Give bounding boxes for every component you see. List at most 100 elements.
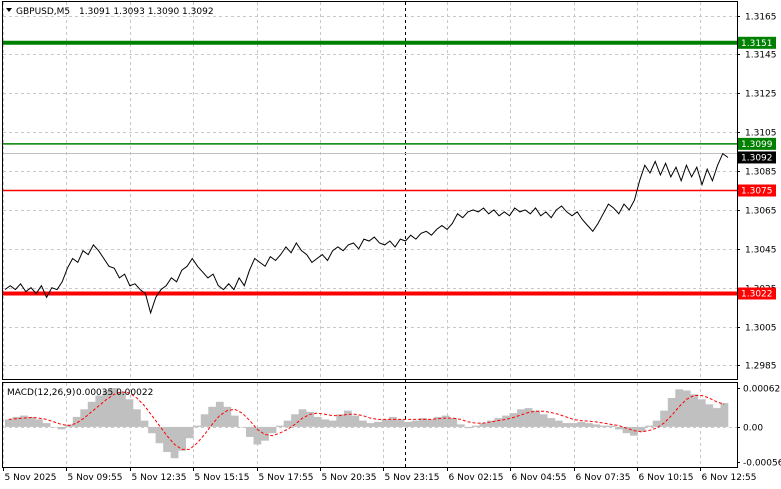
time-tick-label: 5 Nov 23:15: [385, 473, 440, 483]
time-axis: 5 Nov 2025 5 Nov 09:55 5 Nov 12:35 5 Nov 15…: [3, 467, 757, 483]
macd-signal-line: [8, 391, 725, 450]
macd-histogram-bar: [464, 426, 473, 429]
macd-histogram-bar: [148, 426, 156, 434]
current-price-tag: [738, 151, 776, 164]
macd-histogram-bar: [630, 426, 638, 436]
macd-histogram-bar: [336, 414, 345, 427]
time-tick-label: 5 Nov 2025: [5, 473, 57, 483]
macd-histogram-bar: [607, 425, 616, 427]
price-tick-label: 1.3065: [745, 207, 777, 217]
level-price-tag: [738, 184, 776, 197]
time-tick-label: 6 Nov 10:15: [639, 473, 694, 483]
macd-histogram-bar: [539, 414, 548, 427]
macd-histogram-bar: [140, 420, 149, 427]
macd-histogram-bar: [133, 409, 141, 427]
macd-histogram-bar: [359, 420, 367, 427]
price-levels: [3, 40, 737, 296]
macd-histogram-bar: [426, 419, 435, 427]
macd-histogram-bar: [554, 420, 563, 427]
macd-histogram-bar: [208, 406, 217, 427]
level-price-label: 1.3075: [741, 187, 773, 197]
macd-histogram-bar: [50, 426, 58, 428]
macd-histogram-bar: [675, 389, 684, 427]
macd-histogram-bar: [238, 426, 247, 428]
price-series: [4, 152, 729, 315]
time-tick-label: 6 Nov 04:55: [512, 473, 567, 483]
macd-histogram-bar: [283, 420, 292, 427]
macd-tick-label: 0.00: [743, 424, 763, 434]
macd-histogram-bar: [547, 418, 556, 427]
macd-histogram-bar: [404, 421, 412, 427]
level-price-tag: [738, 287, 776, 300]
macd-histogram-bar: [419, 418, 427, 427]
macd-histogram-bar: [434, 416, 443, 427]
level-price-label: 1.3022: [741, 289, 773, 299]
macd-histogram-bar: [57, 426, 66, 430]
macd-histogram-bar: [645, 425, 653, 427]
macd-tick-label: 0.00062: [743, 385, 780, 395]
macd-histogram-bar: [351, 415, 360, 427]
level-labels: 1.3151 1.3099 1.3075 1.3022 1.3092: [738, 36, 776, 300]
macd-histogram-bar: [562, 423, 571, 427]
macd-histogram-bar: [313, 416, 322, 427]
level-price-label: 1.3099: [741, 140, 773, 150]
macd-histogram-bar: [374, 421, 382, 427]
price-tick-label: 1.2985: [745, 362, 777, 372]
symbol-timeframe: GBPUSD,M5: [16, 7, 70, 17]
macd-histogram-bar: [502, 415, 510, 427]
level-price-tag: [738, 137, 776, 150]
macd-histogram-bar: [178, 426, 186, 451]
price-tick-label: 1.3005: [745, 324, 777, 334]
macd-histogram-bar: [5, 419, 13, 427]
macd-histogram-bar: [441, 415, 450, 427]
macd-histogram-bar: [449, 418, 458, 427]
level-price-tag: [738, 36, 776, 49]
macd-histogram-bar: [705, 404, 714, 427]
macd-histogram-bar: [532, 410, 540, 427]
time-tick-label: 6 Nov 07:35: [576, 473, 631, 483]
macd-histogram-bar: [261, 426, 269, 441]
macd-histogram-bar: [253, 426, 262, 445]
price-tick-label: 1.3045: [745, 246, 777, 256]
price-tick-label: 1.3105: [745, 129, 777, 139]
macd-histogram-bar: [615, 426, 623, 430]
macd-histogram-bar: [306, 411, 315, 427]
macd-histogram-bar: [268, 426, 277, 434]
macd-histogram-bar: [569, 423, 578, 427]
macd-histogram-bar: [487, 420, 495, 427]
macd-histogram-bar: [690, 394, 699, 427]
macd-histogram-bar: [118, 391, 126, 427]
macd-label: MACD(12,26,9): [7, 388, 75, 398]
macd-histogram-bar: [80, 409, 89, 427]
macd-histogram-bar: [600, 425, 608, 427]
macd-histogram-bar: [343, 410, 352, 427]
macd-histogram-bar: [637, 426, 646, 432]
macd-histogram-bar: [215, 401, 224, 427]
macd-histogram-bar: [411, 420, 420, 427]
time-tick-label: 5 Nov 09:55: [68, 473, 123, 483]
macd-histogram-bar: [170, 426, 179, 459]
macd-histogram-bar: [42, 423, 51, 427]
macd-histogram-bar: [381, 419, 390, 427]
time-tick-label: 5 Nov 12:35: [132, 473, 187, 483]
macd-histogram-bar: [494, 418, 503, 427]
chart-menu-triangle-icon[interactable]: [6, 8, 12, 12]
macd-histogram-bar: [72, 416, 81, 427]
macd-histogram-bar: [366, 423, 375, 427]
macd-histogram-bar: [87, 401, 96, 427]
level-price-label: 1.3151: [741, 39, 773, 49]
macd-histogram-bar: [246, 426, 254, 437]
macd-histogram-bar: [652, 420, 661, 427]
time-tick-label: 6 Nov 02:15: [449, 473, 504, 483]
macd-histogram-bar: [577, 421, 586, 427]
time-tick-label: 6 Nov 12:55: [702, 473, 757, 483]
price-line: [4, 152, 729, 315]
price-tick-label: 1.3085: [745, 168, 777, 178]
macd-histogram-bar: [396, 419, 405, 427]
ohlc-values: 1.3091 1.3093 1.3090 1.3092: [79, 7, 214, 17]
macd-histogram-bar: [389, 416, 397, 427]
macd-histogram-bar: [163, 426, 171, 452]
macd-values: 0.00035 0.00022: [76, 388, 153, 398]
macd-histogram-bar: [223, 406, 232, 427]
